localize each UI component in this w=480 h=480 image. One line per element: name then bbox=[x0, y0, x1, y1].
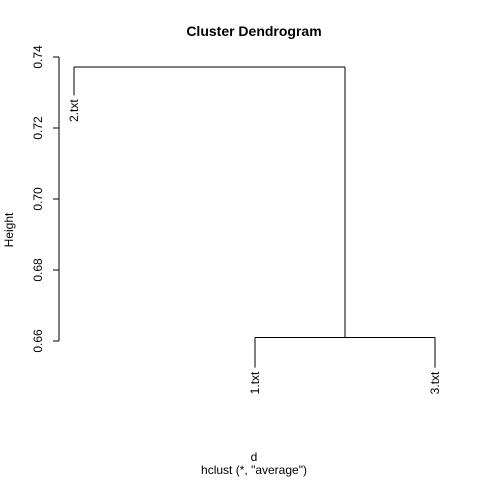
y-tick-label: 0.68 bbox=[31, 258, 45, 282]
y-tick-label: 0.70 bbox=[31, 187, 45, 211]
y-axis-label: Height bbox=[2, 212, 16, 247]
leaf-label: 1.txt bbox=[248, 371, 262, 394]
y-tick-label: 0.74 bbox=[31, 45, 45, 69]
dendrogram-tree bbox=[73, 66, 436, 368]
method-sublabel: hclust (*, "average") bbox=[201, 463, 307, 477]
y-tick-label: 0.66 bbox=[31, 329, 45, 353]
leaf-label: 3.txt bbox=[428, 371, 442, 394]
leaf-label: 2.txt bbox=[67, 99, 81, 122]
x-axis-label: d bbox=[251, 450, 258, 464]
y-axis: 0.66 0.68 0.70 0.72 0.74 bbox=[31, 45, 60, 353]
y-tick-label: 0.72 bbox=[31, 116, 45, 140]
chart-title: Cluster Dendrogram bbox=[186, 23, 321, 39]
leaf-labels: 2.txt 1.txt 3.txt bbox=[67, 99, 442, 395]
